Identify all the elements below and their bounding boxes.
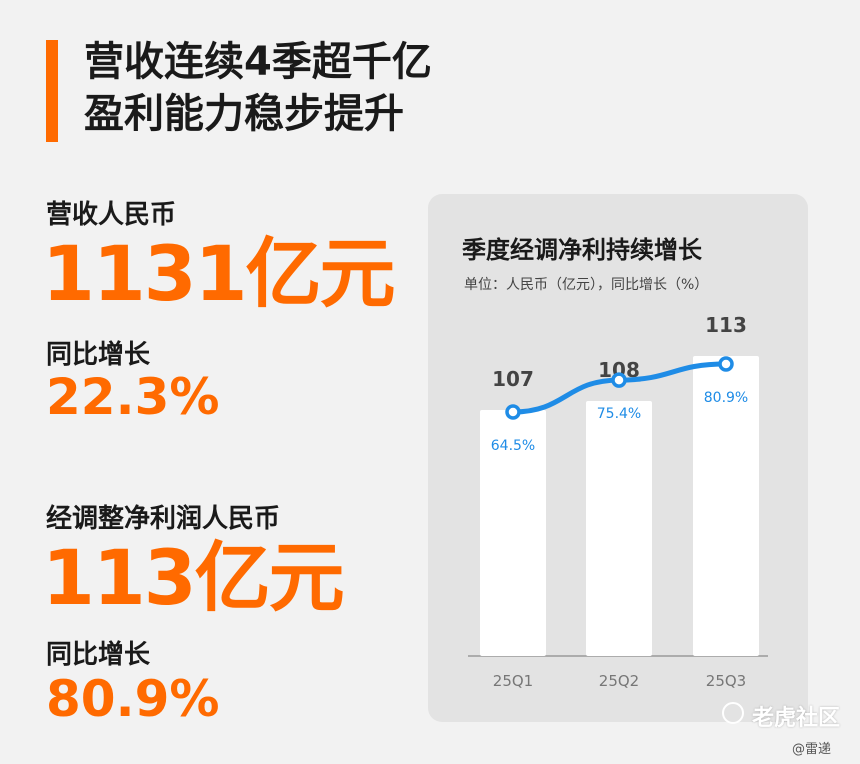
revenue-growth-label: 同比增长 (46, 340, 151, 370)
chart-title: 季度经调净利持续增长 (462, 236, 702, 264)
bar-value-label: 113 (705, 313, 747, 337)
bar-25Q3 (693, 356, 759, 656)
profit-label: 经调整净利润人民币 (46, 504, 281, 534)
revenue-value: 1131亿元 (42, 229, 396, 318)
tiger-community-icon (722, 702, 744, 724)
growth-point (505, 404, 521, 420)
growth-value-label: 80.9% (704, 390, 748, 406)
profit-value: 113亿元 (42, 533, 345, 622)
headline-accent-bar (46, 40, 58, 142)
bar-25Q2 (586, 401, 652, 656)
x-tick-label: 25Q1 (493, 672, 533, 690)
revenue-growth-value: 22.3% (46, 368, 220, 426)
growth-point (718, 356, 734, 372)
x-tick-label: 25Q2 (599, 672, 639, 690)
bar-25Q1 (480, 410, 546, 656)
profit-growth-value: 80.9% (46, 670, 220, 728)
growth-value-label: 64.5% (491, 438, 535, 454)
profit-growth-label: 同比增长 (46, 640, 151, 670)
headline: 营收连续4季超千亿 盈利能力稳步提升 (84, 36, 432, 140)
headline-line-2: 盈利能力稳步提升 (84, 91, 404, 137)
chart-unit-note: 单位：人民币（亿元），同比增长（%） (464, 277, 709, 293)
revenue-label: 营收人民币 (46, 200, 177, 230)
growth-point (611, 372, 627, 388)
bar-value-label: 107 (492, 367, 534, 391)
chart-panel: 季度经调净利持续增长 单位：人民币（亿元），同比增长（%） 107 25Q1 108… (428, 194, 808, 722)
growth-value-label: 75.4% (597, 406, 641, 422)
x-tick-label: 25Q3 (706, 672, 746, 690)
headline-line-1: 营收连续4季超千亿 (84, 39, 432, 85)
watermark-text: 老虎社区 (752, 706, 841, 731)
credit-text: @雷递 (792, 742, 832, 757)
